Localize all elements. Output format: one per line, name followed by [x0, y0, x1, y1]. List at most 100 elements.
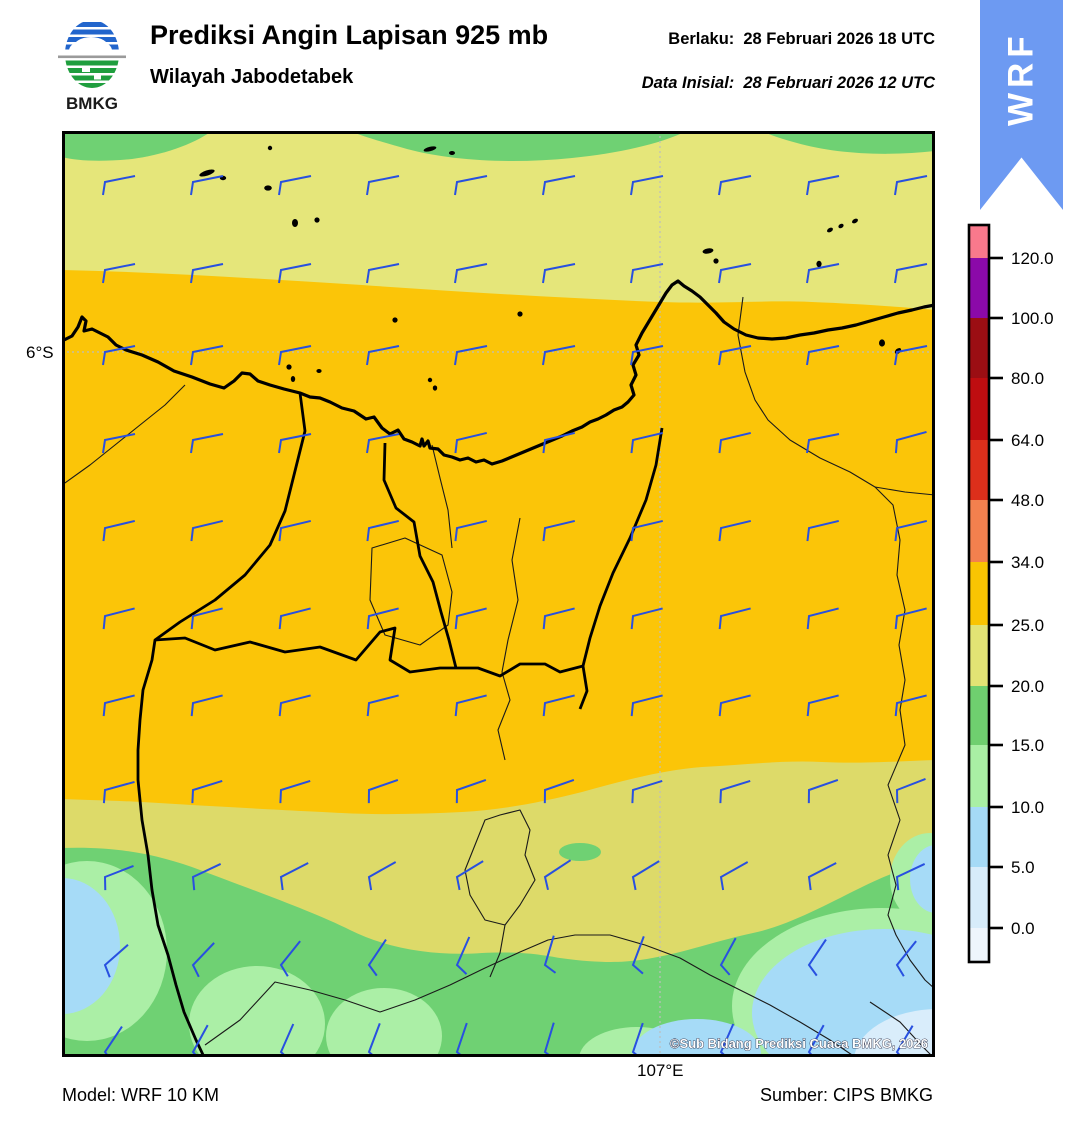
- wind-barb: [190, 263, 224, 284]
- map-copyright: ©Sub Bidang Prediksi Cuaca BMKG, 2026: [670, 1036, 928, 1051]
- wind-barb: [191, 1024, 209, 1057]
- wind-barb: [455, 860, 484, 891]
- wind-barb: [366, 519, 400, 542]
- wind-barb: [367, 778, 399, 804]
- colorbar-segment: [969, 318, 989, 378]
- wind-barb: [366, 175, 400, 196]
- wind-barb: [366, 433, 400, 454]
- wind-barb: [895, 863, 926, 891]
- wind-barb: [718, 431, 752, 454]
- wind-barb: [630, 263, 664, 284]
- wind-barb: [279, 1023, 295, 1057]
- wind-barb: [278, 345, 312, 366]
- lon-axis-label: 107°E: [637, 1061, 684, 1080]
- wind-barb: [806, 433, 840, 454]
- wind-barb: [102, 433, 136, 454]
- islands: [199, 145, 902, 391]
- wind-barb: [719, 779, 751, 804]
- colorbar-segment: [969, 928, 989, 962]
- wind-barb: [454, 263, 488, 284]
- region-green-spot: [559, 843, 601, 861]
- wind-barb: [102, 780, 135, 804]
- wind-barb: [367, 861, 397, 891]
- wind-barb: [894, 263, 928, 284]
- wind-barb: [102, 607, 135, 630]
- page-subtitle: Wilayah Jabodetabek: [150, 66, 354, 88]
- wind-barb: [279, 779, 311, 804]
- wind-barb: [718, 519, 752, 542]
- colorbar-segment: [969, 440, 989, 500]
- wind-barb: [366, 694, 399, 717]
- region-green-top-center: [350, 131, 687, 161]
- init-time-label: Data Inisial:: [641, 74, 735, 92]
- wind-barb: [278, 433, 312, 454]
- colorbar-segment: [969, 500, 989, 562]
- wind-barb: [102, 263, 136, 284]
- wind-barb: [894, 519, 928, 542]
- wind-barb: [807, 1024, 825, 1057]
- wind-barb: [542, 263, 576, 284]
- wind-barb: [278, 263, 312, 284]
- wind-barbs: [102, 175, 928, 1057]
- wind-barb: [718, 607, 751, 630]
- valid-time-value: 28 Februari 2026 18 UTC: [743, 30, 935, 48]
- colorbar-tick-label: 0.0: [1011, 919, 1035, 938]
- wind-barb: [542, 345, 576, 366]
- logo-text: BMKG: [66, 94, 118, 113]
- colorbar-tick-label: 100.0: [1011, 309, 1054, 328]
- colorbar-tick-label: 120.0: [1011, 249, 1054, 268]
- bmkg-logo-icon: [65, 20, 119, 88]
- wind-barb: [718, 263, 752, 284]
- wind-barb: [894, 430, 927, 454]
- colorbar: 120.0 100.0 80.0 64.0 48.0 34.0 25.0 20.0 15.0 10…: [967, 223, 1054, 964]
- wind-barb: [190, 175, 224, 196]
- wind-barb: [631, 779, 663, 804]
- wind-barb: [631, 936, 645, 975]
- bmkg-logo: BMKG: [58, 20, 126, 113]
- wind-barb: [278, 519, 312, 542]
- map-border: [62, 131, 935, 1057]
- wind-barb: [895, 1025, 914, 1057]
- wind-barb: [455, 936, 471, 975]
- wind-barb: [278, 175, 312, 196]
- wind-barb: [366, 263, 400, 284]
- wind-barb: [103, 864, 134, 891]
- wind-barb: [190, 433, 224, 454]
- colorbar-segment: [969, 807, 989, 867]
- wind-barb: [454, 431, 488, 454]
- colorbar-tick-label: 15.0: [1011, 736, 1044, 755]
- wind-barb: [894, 607, 927, 630]
- region-blue-left: [62, 878, 120, 1014]
- wind-barb: [279, 940, 301, 977]
- colorbar-segment: [969, 378, 989, 440]
- colorbar-border: [967, 223, 991, 964]
- wind-barb: [630, 345, 664, 366]
- wind-barb: [542, 431, 576, 454]
- wind-barb: [630, 519, 664, 542]
- coastline: [62, 279, 935, 466]
- wind-barb: [454, 519, 488, 542]
- wind-barb: [102, 345, 136, 366]
- wind-barb: [543, 935, 557, 974]
- wind-barb: [807, 778, 839, 804]
- wind-barb: [190, 519, 224, 542]
- map: ©Sub Bidang Prediksi Cuaca BMKG, 2026: [62, 131, 935, 1057]
- colorbar-tick-label: 25.0: [1011, 616, 1044, 635]
- colorbar-segment: [969, 867, 989, 928]
- wind-barb: [718, 345, 752, 366]
- wrf-ribbon-text: WRF: [1001, 31, 1041, 127]
- wind-barb: [806, 345, 840, 366]
- lat-axis-label: 6°S: [26, 343, 54, 362]
- wind-barb: [630, 431, 664, 454]
- colorbar-tick-label: 20.0: [1011, 677, 1044, 696]
- valid-time-line: Berlaku: 28 Februari 2026 18 UTC: [668, 30, 935, 49]
- wind-barb: [367, 1023, 381, 1057]
- admin-boundaries-thin: [62, 296, 935, 1057]
- wind-barb: [894, 345, 928, 366]
- colorbar-segment: [969, 686, 989, 745]
- wind-barb: [278, 607, 311, 630]
- wind-barb: [718, 694, 751, 717]
- wind-barb: [190, 607, 223, 630]
- wind-barb: [630, 607, 663, 630]
- region-lightgreen-a: [189, 966, 325, 1057]
